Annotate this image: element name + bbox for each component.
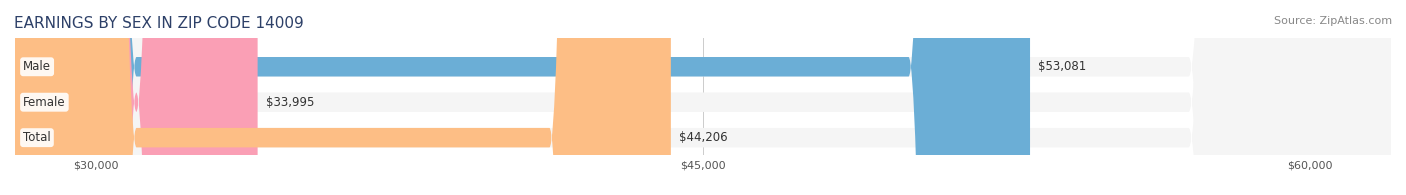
Text: $44,206: $44,206 [679, 131, 727, 144]
FancyBboxPatch shape [15, 0, 1391, 195]
Text: EARNINGS BY SEX IN ZIP CODE 14009: EARNINGS BY SEX IN ZIP CODE 14009 [14, 16, 304, 31]
FancyBboxPatch shape [15, 0, 1031, 195]
Text: Total: Total [22, 131, 51, 144]
FancyBboxPatch shape [15, 0, 257, 195]
Text: Source: ZipAtlas.com: Source: ZipAtlas.com [1274, 16, 1392, 26]
Text: Female: Female [22, 96, 66, 109]
FancyBboxPatch shape [15, 0, 671, 195]
FancyBboxPatch shape [15, 0, 1391, 195]
Text: $33,995: $33,995 [266, 96, 314, 109]
Text: Male: Male [22, 60, 51, 73]
FancyBboxPatch shape [15, 0, 1391, 195]
Text: $53,081: $53,081 [1038, 60, 1087, 73]
